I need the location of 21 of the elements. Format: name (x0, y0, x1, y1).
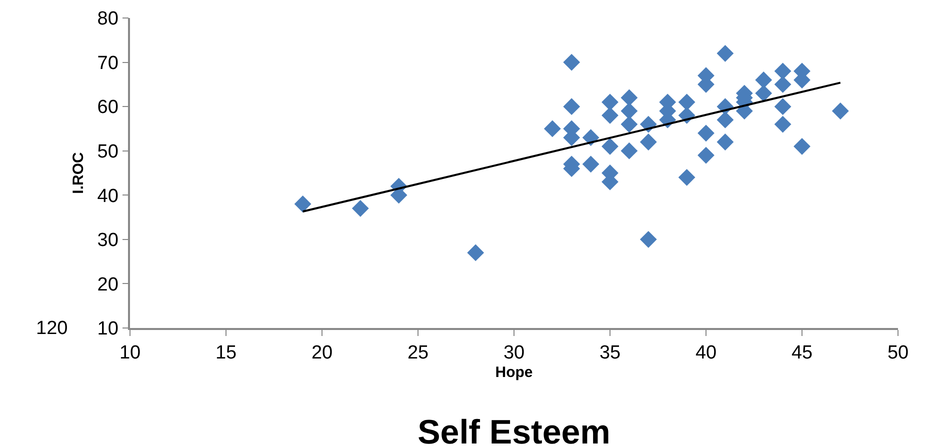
x-tick-label: 10 (119, 342, 141, 364)
x-axis-title: Hope (495, 364, 533, 382)
x-tick-label: 40 (695, 342, 717, 364)
x-tick-label: 20 (311, 342, 333, 364)
x-tick-label: 35 (599, 342, 621, 364)
y-tick-label: 60 (97, 97, 118, 118)
x-tick-label: 30 (503, 342, 525, 364)
y-tick-label: 70 (97, 52, 118, 74)
y-tick-label: 40 (97, 186, 118, 207)
y-tick-label: 30 (97, 230, 118, 252)
y-axis-title: I.ROC (70, 152, 88, 194)
x-tick-label: 45 (791, 342, 813, 364)
x-tick-label: 15 (215, 342, 237, 364)
y-tick-label: 50 (97, 142, 118, 163)
x-tick-label: 50 (887, 342, 909, 364)
x-tick-label: 25 (407, 342, 429, 364)
text: Self Esteem (418, 414, 610, 448)
text: 120 (36, 318, 68, 339)
y-tick-label: 80 (97, 8, 118, 30)
y-tick-label: 10 (97, 318, 118, 340)
y-tick-label: 20 (97, 274, 118, 296)
